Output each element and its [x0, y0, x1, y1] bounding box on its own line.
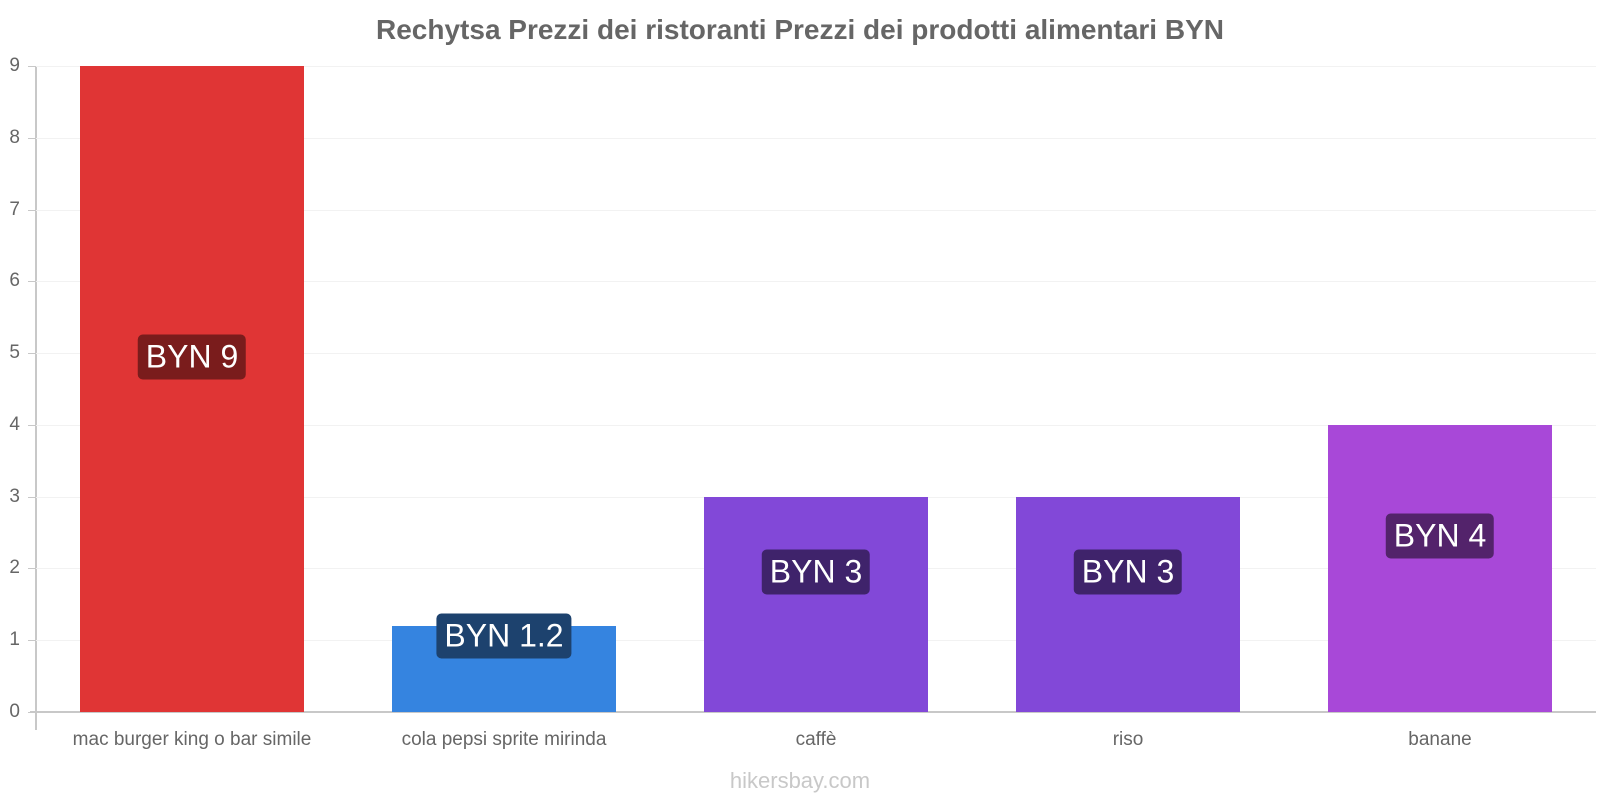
bar[interactable] — [80, 66, 304, 712]
gridline — [36, 353, 1596, 354]
gridline — [36, 138, 1596, 139]
y-tick-label: 2 — [9, 557, 20, 578]
y-tick-mark — [28, 66, 36, 67]
bar-data-label: BYN 1.2 — [436, 613, 572, 659]
x-tick-label: caffè — [795, 729, 837, 750]
bar[interactable] — [1328, 424, 1552, 712]
chart-title: Rechytsa Prezzi dei ristoranti Prezzi de… — [376, 14, 1224, 45]
y-tick-mark — [28, 353, 36, 354]
gridline — [36, 425, 1596, 426]
bar-data-label: BYN 4 — [1385, 513, 1495, 559]
x-tick-label: banane — [1408, 729, 1472, 750]
bar[interactable] — [704, 496, 928, 712]
y-axis — [35, 66, 37, 730]
y-tick-label: 4 — [9, 414, 20, 435]
y-tick-mark — [28, 497, 36, 498]
y-tick-label: 0 — [9, 701, 20, 722]
y-tick-label: 7 — [9, 199, 20, 220]
y-tick-label: 1 — [9, 629, 20, 650]
gridline — [36, 281, 1596, 282]
y-tick-mark — [28, 138, 36, 139]
x-tick-label: mac burger king o bar simile — [72, 729, 312, 750]
y-tick-mark — [28, 425, 36, 426]
y-tick-label: 3 — [9, 486, 20, 507]
y-tick-label: 8 — [9, 127, 20, 148]
bar-data-label: BYN 9 — [137, 334, 247, 380]
bar[interactable] — [1016, 496, 1240, 712]
y-tick-label: 9 — [9, 55, 20, 76]
gridline — [36, 210, 1596, 211]
bar-data-label: BYN 3 — [761, 549, 871, 595]
y-tick-mark — [28, 712, 36, 713]
x-tick-label: riso — [1112, 729, 1144, 750]
x-axis — [30, 711, 1596, 713]
y-tick-label: 6 — [9, 270, 20, 291]
y-tick-mark — [28, 281, 36, 282]
y-tick-mark — [28, 640, 36, 641]
gridline — [36, 66, 1596, 67]
watermark: hikersbay.com — [729, 768, 871, 793]
y-tick-mark — [28, 568, 36, 569]
bar-data-label: BYN 3 — [1073, 549, 1183, 595]
y-tick-label: 5 — [9, 342, 20, 363]
x-tick-label: cola pepsi sprite mirinda — [401, 729, 607, 750]
y-tick-mark — [28, 210, 36, 211]
